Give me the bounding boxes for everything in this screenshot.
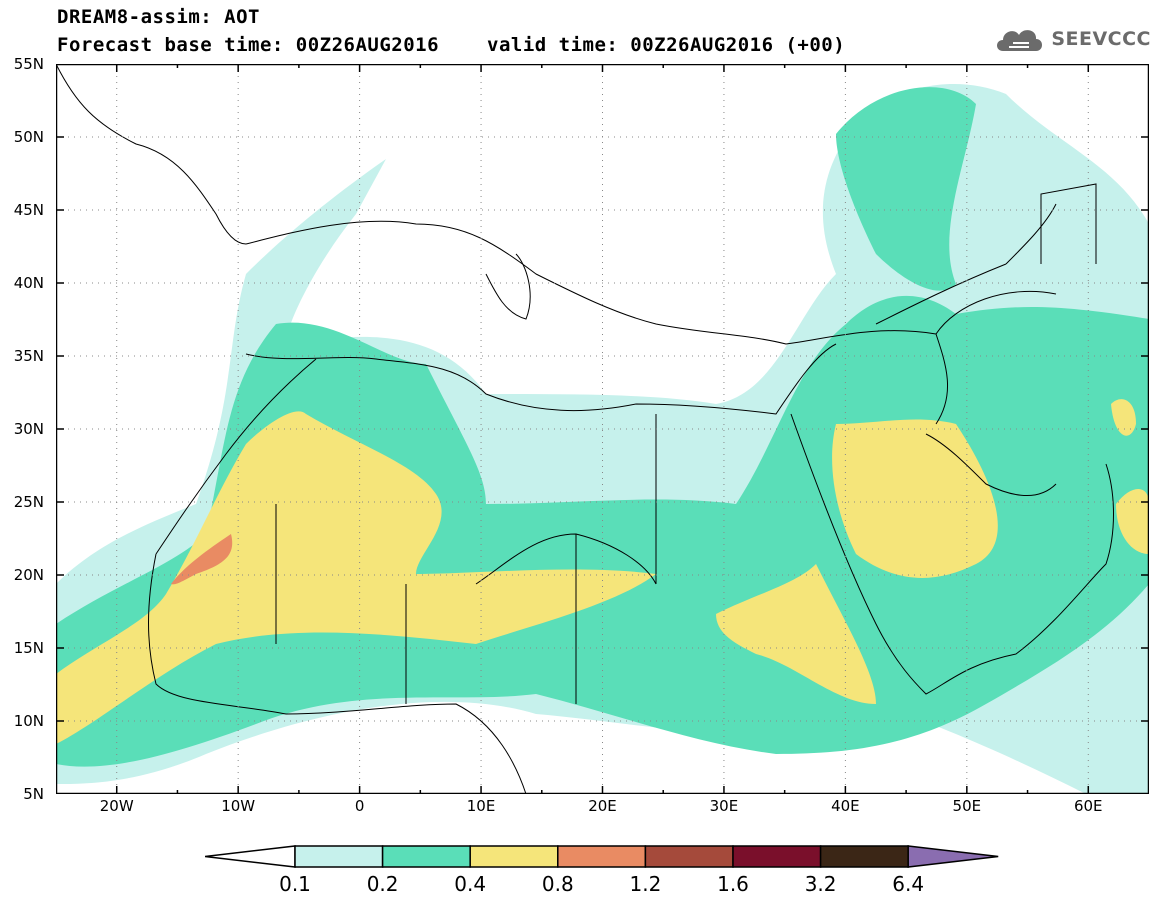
aot-band-0.2 [56, 87, 1149, 767]
lon-label: 0 [354, 797, 365, 815]
lon-label: 20E [588, 797, 617, 815]
colorbar-swatch [469, 845, 559, 868]
lon-label: 10E [466, 797, 496, 815]
lat-label: 35N [13, 347, 44, 365]
colorbar-level-label: 0.8 [541, 872, 574, 896]
colorbar-arrow-high [907, 845, 999, 868]
cloud-icon [997, 30, 1043, 51]
colorbar-level-label: 1.6 [717, 872, 749, 896]
colorbar-swatch [557, 845, 647, 868]
lat-label: 45N [13, 201, 44, 219]
colorbar-level-label: 6.4 [892, 872, 925, 896]
colorbar-swatch [819, 845, 909, 868]
lat-label: 55N [13, 55, 44, 73]
lat-label: 20N [13, 566, 44, 584]
seevccc-logo: SEEVCCC [993, 22, 1151, 56]
lat-label: 50N [13, 128, 44, 146]
lon-label: 20W [99, 797, 134, 815]
aot-map [56, 64, 1149, 794]
lat-label: 30N [13, 420, 44, 438]
lon-label: 40E [831, 797, 860, 815]
colorbar-level-label: 1.2 [629, 872, 662, 896]
lat-label: 5N [23, 785, 44, 803]
lat-label: 25N [13, 493, 44, 511]
lon-label: 60E [1073, 797, 1103, 815]
colorbar-level-label: 0.1 [279, 872, 311, 896]
colorbar-arrow-low [205, 845, 296, 868]
colorbar-swatch [294, 845, 384, 868]
colorbar-level-label: 0.2 [366, 872, 399, 896]
valid-time: valid time: 00Z26AUG2016 (+00) [487, 34, 846, 56]
colorbar-swatch [381, 845, 471, 868]
colorbar-swatch [644, 845, 734, 868]
lon-label: 50E [952, 797, 982, 815]
aot-band-0.8 [171, 534, 233, 585]
forecast-base-time: Forecast base time: 00Z26AUG2016 [57, 34, 440, 56]
lat-label: 40N [13, 274, 44, 292]
colorbar-swatch [732, 845, 822, 868]
map-title: DREAM8-assim: AOT [57, 6, 260, 28]
colorbar-level-label: 3.2 [804, 872, 837, 896]
graticule [56, 64, 1149, 794]
lon-label: 30E [709, 797, 739, 815]
lat-label: 10N [13, 712, 44, 730]
aot-band-0.4 [56, 399, 1149, 744]
colorbar-level-label: 0.4 [454, 872, 487, 896]
lat-label: 15N [13, 639, 44, 657]
lon-label: 10W [221, 797, 256, 815]
logo-text: SEEVCCC [1051, 28, 1151, 50]
colorbar [205, 845, 999, 868]
axis-ticks [56, 64, 1149, 794]
coastlines [56, 64, 1114, 794]
